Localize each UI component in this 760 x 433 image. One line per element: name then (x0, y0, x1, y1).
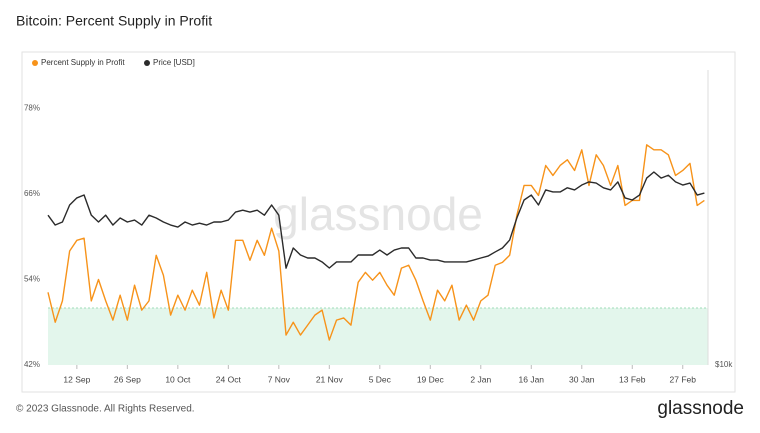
legend-marker (144, 60, 150, 66)
watermark: glassnode (273, 188, 483, 240)
y-tick-label: 66% (24, 189, 40, 198)
x-tick-label: 21 Nov (316, 374, 344, 384)
x-tick-label: 16 Jan (519, 374, 545, 384)
x-tick-label: 19 Dec (417, 374, 445, 384)
x-tick-label: 30 Jan (569, 374, 595, 384)
x-tick-label: 2 Jan (470, 374, 491, 384)
chart-frame (21, 51, 736, 393)
x-tick-label: 24 Oct (216, 374, 242, 384)
chart-title: Bitcoin: Percent Supply in Profit (16, 13, 212, 29)
y-tick-label: 42% (24, 360, 40, 369)
y-tick-label: 78% (24, 104, 40, 113)
x-tick-label: 26 Sep (114, 374, 141, 384)
x-tick-label: 5 Dec (369, 374, 392, 384)
legend-marker (32, 60, 38, 66)
legend-label: Price [USD] (153, 58, 195, 67)
plot: glassnode Percent Supply in Profit Price [… (24, 58, 733, 384)
x-tick-label: 12 Sep (63, 374, 90, 384)
legend-label: Percent Supply in Profit (41, 58, 125, 67)
x-tick-label: 13 Feb (619, 374, 646, 384)
x-tick-label: 7 Nov (268, 374, 291, 384)
profit-zone (48, 307, 708, 365)
series-line (47, 144, 705, 341)
copyright: © 2023 Glassnode. All Rights Reserved. (16, 404, 195, 415)
y2-tick-label: $10k (715, 360, 733, 369)
y-tick-label: 54% (24, 275, 40, 284)
series-line (47, 171, 705, 269)
x-tick-label: 27 Feb (670, 374, 697, 384)
logo: glassnode (657, 398, 744, 419)
x-tick-label: 10 Oct (165, 374, 191, 384)
